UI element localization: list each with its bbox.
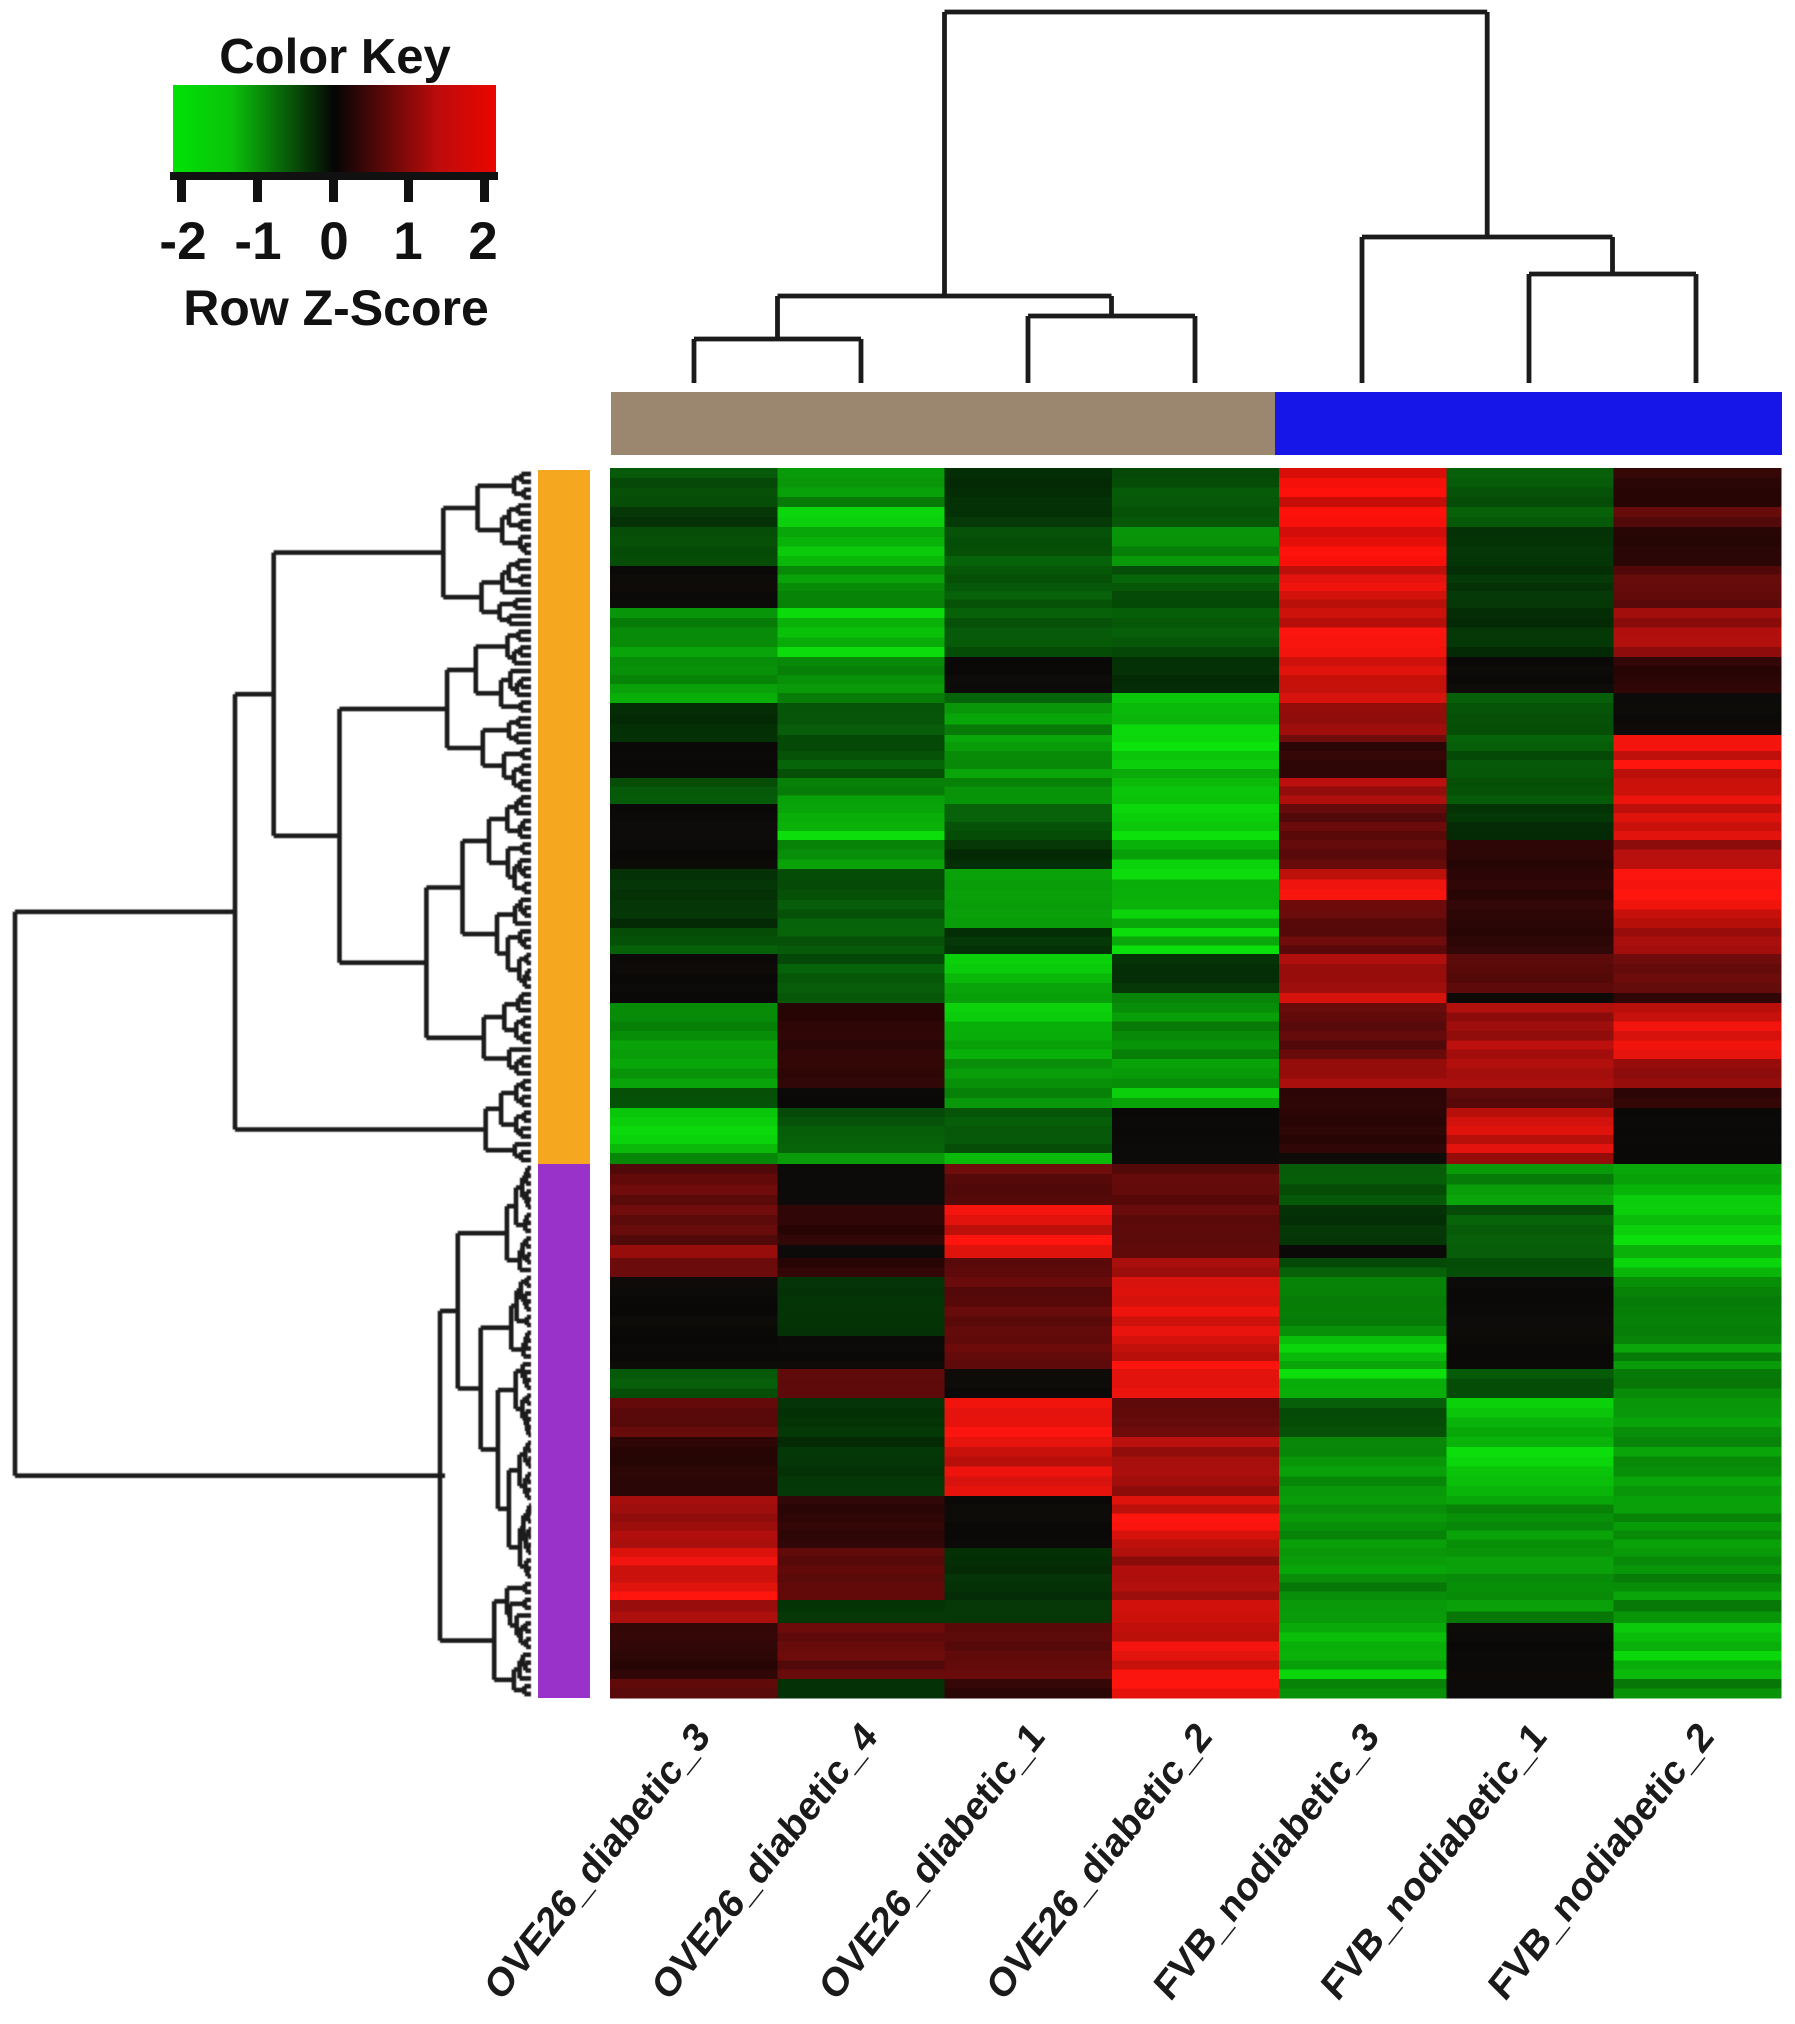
svg-text:1: 1	[393, 212, 422, 271]
svg-text:-2: -2	[159, 212, 206, 271]
svg-text:0: 0	[319, 212, 348, 271]
svg-text:Row Z-Score: Row Z-Score	[183, 280, 489, 336]
svg-text:Color Key: Color Key	[219, 30, 450, 84]
svg-text:-1: -1	[234, 212, 281, 271]
svg-text:2: 2	[468, 212, 497, 271]
